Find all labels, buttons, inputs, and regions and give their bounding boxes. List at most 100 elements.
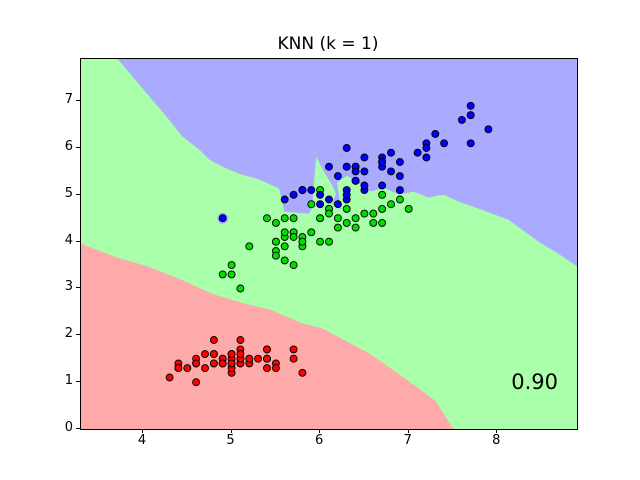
x-tick-mark: [319, 429, 321, 433]
x-tick-label: 8: [492, 433, 501, 448]
y-tick-mark: [76, 193, 80, 195]
class-1-versicolor-point: [298, 237, 307, 246]
y-tick-label: 5: [64, 185, 73, 201]
class-2-virginica-point: [378, 158, 387, 166]
class-1-versicolor-point: [387, 200, 395, 209]
class-0-setosa-point: [227, 350, 236, 359]
class-1-versicolor-point: [280, 214, 289, 223]
class-2-virginica-point: [440, 139, 449, 148]
x-tick-label: 7: [403, 433, 412, 448]
class-0-setosa-point: [218, 359, 227, 368]
y-tick-mark: [76, 240, 80, 242]
class-1-versicolor-point: [360, 209, 369, 218]
class-2-virginica-point: [333, 172, 342, 181]
class-2-virginica-point: [422, 144, 431, 152]
x-tick-label: 5: [226, 433, 235, 448]
class-1-versicolor-point: [395, 195, 404, 204]
class-2-virginica-point: [342, 144, 351, 152]
x-tick-mark: [142, 429, 143, 433]
class-0-setosa-point: [298, 368, 307, 377]
class-0-setosa-point: [174, 364, 183, 373]
class-0-setosa-point: [271, 364, 280, 373]
class-2-virginica-point: [307, 186, 316, 195]
x-tick-mark: [496, 429, 498, 433]
class-0-setosa-point: [263, 364, 271, 373]
class-1-versicolor-point: [351, 214, 360, 223]
class-2-virginica-point: [289, 190, 298, 199]
y-tick-label: 3: [64, 279, 73, 295]
class-1-versicolor-point: [271, 251, 280, 260]
y-tick-mark: [76, 428, 80, 429]
class-1-versicolor-point: [325, 209, 333, 218]
class-0-setosa-point: [201, 350, 209, 359]
class-1-versicolor-point: [369, 209, 378, 218]
class-1-versicolor-point: [342, 218, 351, 227]
chart-title: KNN (k = 1): [277, 34, 379, 54]
class-1-versicolor-point: [218, 270, 227, 279]
class-0-setosa-point: [263, 345, 271, 354]
class-2-virginica-point: [360, 153, 369, 162]
class-1-versicolor-point: [280, 256, 289, 265]
class-1-versicolor-point: [378, 190, 387, 199]
class-2-virginica-point: [325, 195, 333, 204]
class-0-setosa-point: [192, 378, 201, 387]
class-2-virginica-point: [395, 158, 404, 166]
class-2-virginica-point: [387, 148, 395, 157]
class-2-virginica-point: [422, 153, 431, 162]
class-1-versicolor-point: [289, 233, 298, 241]
class-2-virginica-point: [325, 162, 333, 171]
class-2-virginica-point: [395, 172, 404, 181]
x-tick-label: 6: [315, 433, 324, 448]
class-2-virginica-point: [466, 101, 475, 110]
class-1-versicolor-point: [342, 204, 351, 213]
class-0-setosa-point: [209, 350, 218, 359]
class-2-virginica-point: [466, 139, 475, 148]
class-0-setosa-point: [289, 354, 298, 363]
class-2-virginica-point: [387, 167, 395, 176]
class-2-virginica-point: [360, 181, 369, 190]
x-tick-label: 4: [137, 433, 147, 448]
class-2-virginica-point: [378, 181, 387, 190]
class-2-virginica-point: [280, 195, 289, 204]
class-0-setosa-point: [209, 336, 218, 344]
class-2-virginica-point: [316, 190, 325, 199]
class-0-setosa-point: [183, 364, 192, 373]
class-1-versicolor-point: [316, 214, 325, 223]
class-1-versicolor-point: [271, 218, 280, 227]
class-1-versicolor-point: [307, 228, 316, 237]
class-1-versicolor-point: [289, 261, 298, 270]
x-tick-mark: [230, 429, 232, 433]
y-tick-mark: [76, 146, 80, 148]
class-1-versicolor-point: [333, 223, 342, 232]
class-1-versicolor-point: [236, 284, 245, 293]
class-2-virginica-point: [351, 167, 360, 176]
class-1-versicolor-point: [227, 270, 236, 279]
class-0-setosa-point: [192, 359, 201, 368]
class-0-setosa-point: [236, 350, 245, 359]
y-tick-mark: [76, 287, 80, 289]
y-tick-label: 7: [64, 92, 73, 108]
y-tick-label: 2: [64, 326, 73, 342]
class-2-virginica-point: [431, 129, 440, 138]
class-1-versicolor-point: [271, 237, 280, 246]
class-0-setosa-point: [236, 336, 245, 344]
class-1-versicolor-point: [333, 214, 342, 223]
class-1-versicolor-point: [378, 204, 387, 213]
class-1-versicolor-point: [263, 214, 271, 223]
class-1-versicolor-point: [227, 261, 236, 270]
class-1-versicolor-point: [404, 204, 413, 213]
class-0-setosa-point: [254, 354, 263, 363]
class-0-setosa-point: [201, 364, 209, 373]
class-1-versicolor-point: [307, 200, 316, 209]
class-0-setosa-point: [245, 354, 254, 363]
class-0-setosa-point: [165, 373, 174, 382]
x-tick-mark: [407, 429, 409, 433]
y-tick-mark: [76, 381, 80, 383]
class-1-versicolor-point: [289, 214, 298, 223]
class-2-virginica-point: [457, 115, 466, 124]
y-tick-label: 0: [64, 420, 73, 435]
class-2-virginica-point: [218, 214, 227, 223]
class-2-virginica-point: [333, 200, 342, 209]
y-tick-mark: [76, 100, 80, 102]
